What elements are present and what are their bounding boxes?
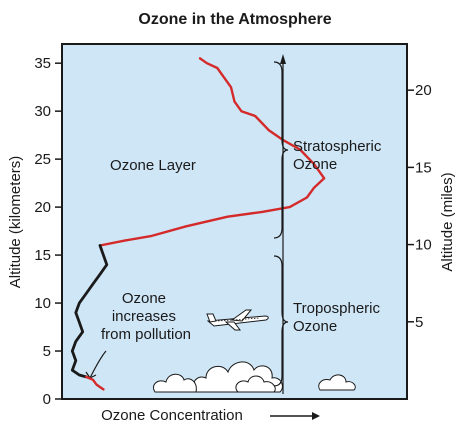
y-axis-label-left: Altitude (kilometers) [7, 156, 24, 289]
series-lines [70, 57, 326, 391]
stratospheric-label: Stratospheric Ozone [293, 138, 386, 173]
stratospheric-brace [273, 61, 289, 239]
tropospheric-brace [273, 255, 289, 387]
left-tick-label: 35 [34, 55, 51, 72]
ozone-profile-line-1 [70, 244, 109, 379]
altitude-arrow [280, 54, 286, 394]
left-tick-label: 25 [34, 151, 51, 168]
right-tick-label: 15 [415, 159, 432, 176]
left-tick-label: 15 [34, 247, 51, 264]
y-axis-label-right: Altitude (miles) [439, 172, 456, 271]
ozone-profile-line-0 [98, 57, 326, 247]
ozone-layer-label: Ozone Layer [110, 157, 196, 174]
clouds-illustration [152, 361, 356, 393]
left-tick-label: 0 [43, 391, 51, 408]
x-axis-label: Ozone Concentration [101, 407, 243, 424]
left-tick-label: 30 [34, 103, 51, 120]
ozone-profile-line-2 [85, 375, 105, 391]
tropospheric-label: Tropospheric Ozone [293, 300, 384, 335]
left-tick-label: 5 [43, 343, 51, 360]
airplane-icon [206, 309, 269, 331]
right-tick-label: 10 [415, 237, 432, 254]
pollution-label: Ozone increases from pollution [101, 290, 191, 343]
chart-title: Ozone in the Atmosphere [138, 11, 331, 28]
left-axis-ticks: 0 5 10 15 20 25 30 35 [34, 55, 62, 408]
left-tick-label: 20 [34, 199, 51, 216]
right-tick-label: 20 [415, 82, 432, 99]
right-axis-ticks: 5 10 15 20 [407, 82, 432, 331]
left-tick-label: 10 [34, 295, 51, 312]
right-tick-label: 5 [415, 314, 423, 331]
x-axis-arrow [270, 412, 320, 420]
